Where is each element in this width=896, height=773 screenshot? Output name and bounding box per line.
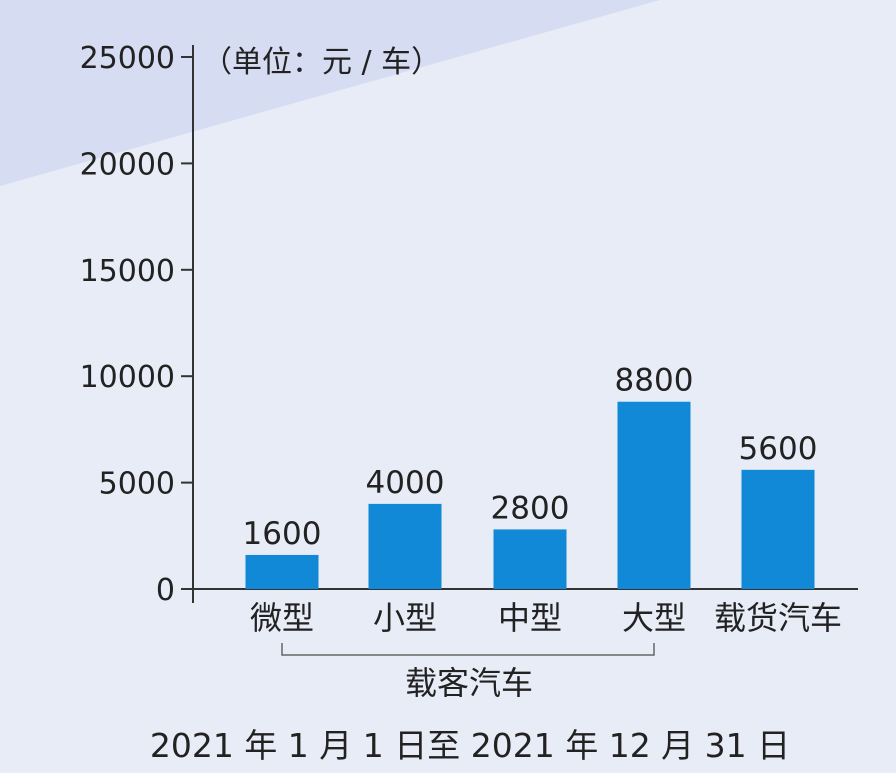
category-label: 小型 xyxy=(373,599,437,637)
category-label: 微型 xyxy=(250,599,314,637)
group-bracket xyxy=(281,643,655,656)
unit-label: （单位：元 / 车） xyxy=(202,45,441,80)
group-label: 载客汽车 xyxy=(405,664,533,702)
category-label: 载货汽车 xyxy=(714,599,842,637)
category-labels: 微型 小型 中型 大型 载货汽车 xyxy=(250,599,842,637)
bars xyxy=(245,401,815,589)
bar xyxy=(368,503,442,589)
y-axis: 0 5000 10000 15000 20000 25000 xyxy=(80,41,194,608)
bar xyxy=(741,469,815,589)
y-tick-label: 20000 xyxy=(80,147,175,182)
data-label: 4000 xyxy=(366,465,445,501)
y-tick-label: 25000 xyxy=(80,41,175,76)
data-label: 5600 xyxy=(739,431,818,467)
data-label: 2800 xyxy=(491,490,570,526)
y-tick-label: 10000 xyxy=(80,360,175,395)
bar xyxy=(617,401,691,589)
background-band xyxy=(0,0,660,186)
y-tick-label: 5000 xyxy=(99,467,175,502)
data-label: 8800 xyxy=(615,363,694,399)
data-label: 1600 xyxy=(243,516,322,552)
category-label: 中型 xyxy=(498,599,562,637)
bar xyxy=(245,554,319,589)
category-label: 大型 xyxy=(622,599,686,637)
footer-date-range: 2021 年 1 月 1 日至 2021 年 12 月 31 日 xyxy=(150,726,790,765)
y-tick-label: 15000 xyxy=(80,254,175,289)
bar xyxy=(493,529,567,589)
data-labels: 1600 4000 2800 8800 5600 xyxy=(243,363,818,552)
y-tick-label: 0 xyxy=(156,573,175,608)
